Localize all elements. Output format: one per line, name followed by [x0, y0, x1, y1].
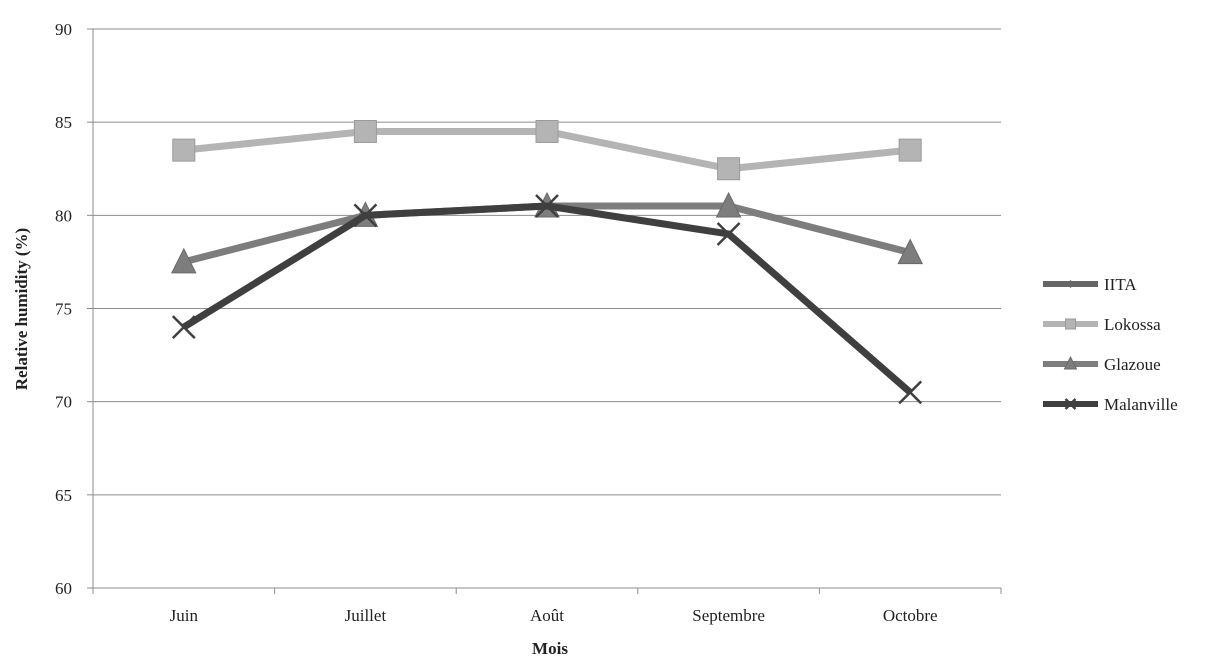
data-point	[1066, 280, 1075, 288]
legend-item: IITA	[1043, 275, 1137, 294]
series-lokossa	[172, 119, 922, 181]
data-point-stroke	[898, 380, 923, 405]
data-point	[898, 380, 923, 405]
data-point	[898, 138, 922, 162]
series-lines	[170, 119, 924, 405]
data-point	[717, 157, 741, 181]
y-tick-label: 90	[55, 20, 72, 39]
legend-label: Malanville	[1104, 395, 1178, 414]
y-tick-label: 85	[55, 113, 72, 132]
x-tick-label: Octobre	[883, 606, 938, 625]
y-tick-label: 70	[55, 393, 72, 412]
data-point-stroke	[1064, 398, 1077, 410]
y-tick-label: 80	[55, 206, 72, 225]
legend: IITA Lokossa Glazoue Malanville	[1043, 275, 1178, 414]
data-point-stroke	[171, 315, 196, 340]
data-point	[716, 222, 741, 246]
data-point	[353, 203, 378, 228]
data-point	[1065, 318, 1076, 330]
y-tick-label: 65	[55, 486, 72, 505]
data-point-stroke	[353, 203, 378, 228]
data-point	[171, 315, 196, 340]
x-tick-label: Juillet	[345, 606, 387, 625]
legend-label: Glazoue	[1104, 355, 1161, 374]
data-point	[1064, 398, 1077, 410]
axes: 60 65 70 75 80 85 90 Juin Juillet Août Septembre Oc…	[55, 20, 1002, 625]
y-axis-label: Relative humidity (%)	[12, 228, 31, 390]
y-tick-label: 75	[55, 300, 72, 319]
data-point	[170, 247, 197, 274]
data-point	[172, 138, 196, 162]
data-point-stroke	[535, 194, 559, 218]
data-point	[353, 119, 377, 143]
x-axis-label: Mois	[532, 639, 568, 658]
data-point	[897, 238, 924, 265]
data-point	[715, 191, 742, 218]
series-malanville	[171, 194, 923, 405]
y-tick-label: 60	[55, 579, 72, 598]
data-point	[535, 194, 559, 218]
x-tick-label: Juin	[170, 606, 199, 625]
data-point	[535, 119, 559, 143]
legend-item: Glazoue	[1043, 355, 1161, 374]
legend-label: IITA	[1104, 275, 1137, 294]
x-tick-label: Septembre	[692, 606, 765, 625]
legend-item: Lokossa	[1043, 315, 1161, 334]
legend-item: Malanville	[1043, 395, 1178, 414]
legend-label: Lokossa	[1104, 315, 1161, 334]
gridlines	[93, 28, 1001, 496]
data-point	[1063, 355, 1078, 370]
x-tick-label: Août	[530, 606, 564, 625]
data-point-stroke	[716, 222, 741, 246]
